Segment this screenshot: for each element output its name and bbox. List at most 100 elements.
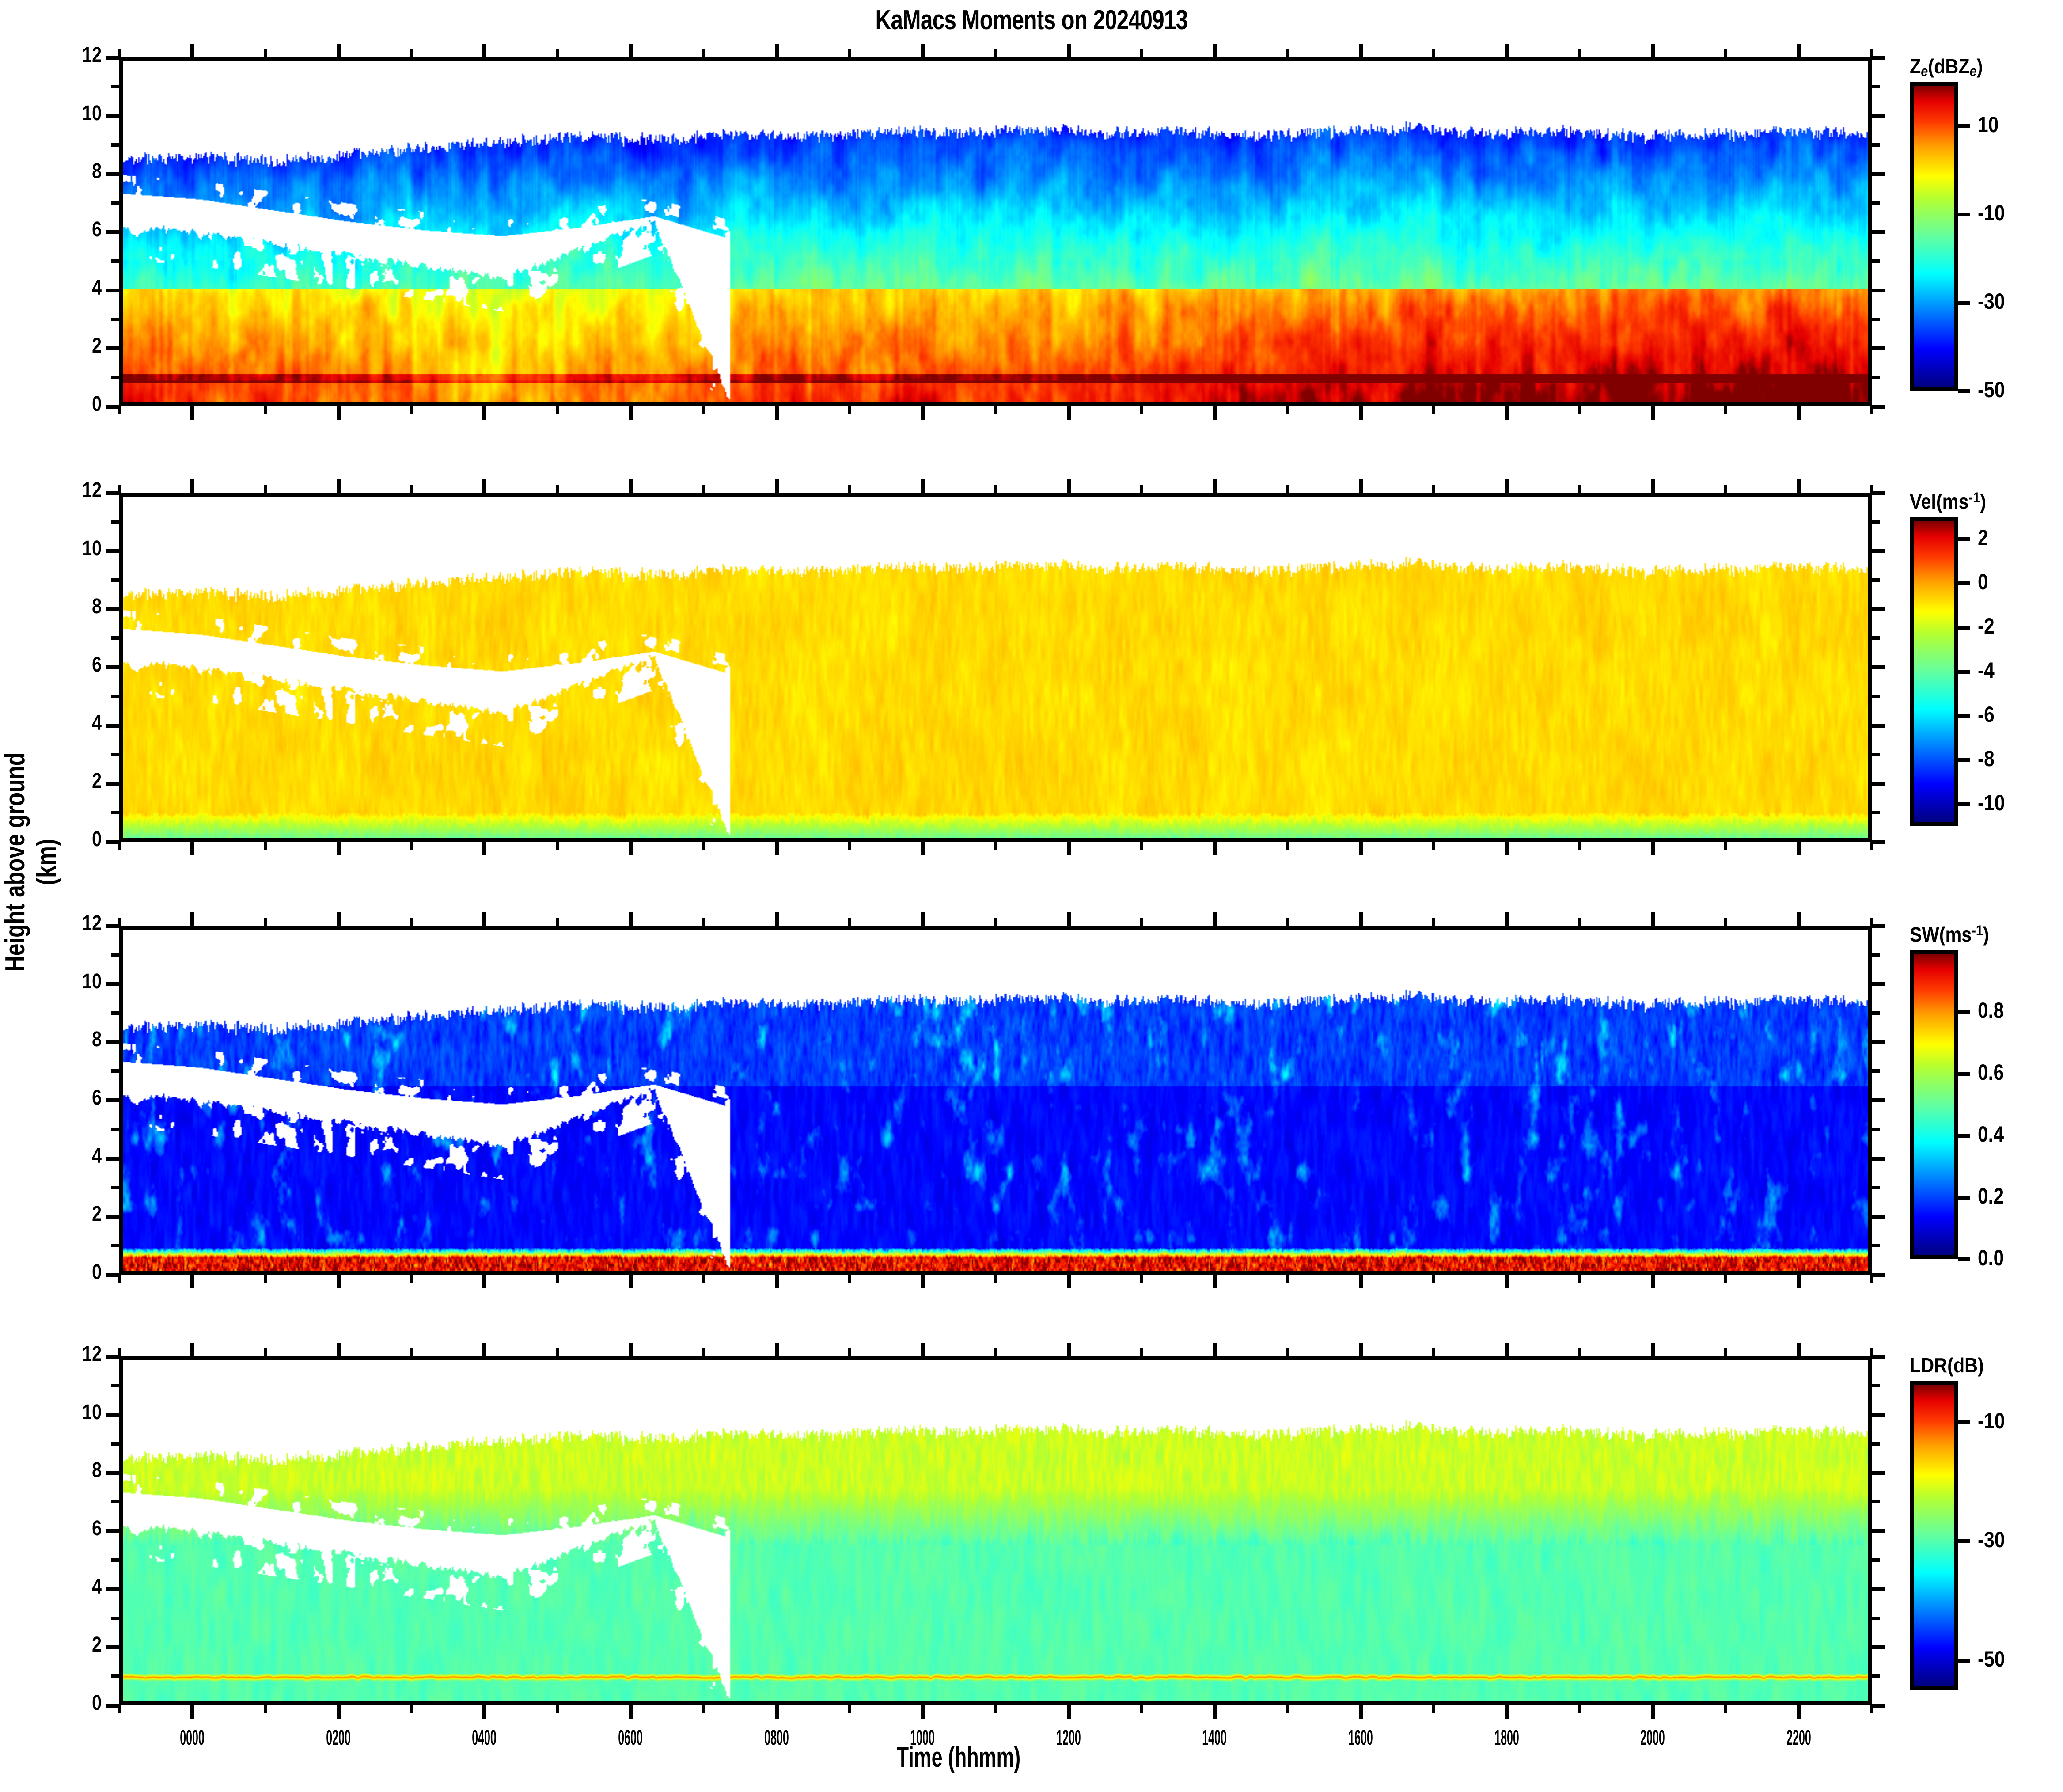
x-tick-minor-top [702,49,705,57]
ze-colorbar [1910,82,1958,391]
x-tick-minor [555,1275,559,1283]
y-tick-minor [111,1127,119,1131]
x-tick-major-top [1213,1343,1217,1356]
x-tick-major-top [629,44,633,57]
colorbar-tick [1958,670,1970,674]
x-tick-minor-top [994,485,997,493]
sw-heatmap [123,930,1868,1271]
x-tick-label: 1200 [1056,1726,1081,1750]
x-tick-major-top [1213,44,1217,57]
y-tick-minor-right [1872,201,1880,205]
x-tick-minor [1286,1275,1289,1283]
y-tick-minor [111,1185,119,1189]
x-tick-minor-top [1140,918,1144,926]
x-tick-minor-top [1724,485,1728,493]
y-tick-major-right [1872,1215,1885,1219]
x-tick-label: 1800 [1494,1726,1519,1750]
y-tick-major [106,607,119,611]
x-tick-minor-top [1432,485,1436,493]
x-tick-major [482,1275,487,1288]
vel-colorbar [1910,517,1958,826]
colorbar-gradient [1914,521,1954,822]
y-tick-label: 12 [82,478,102,502]
y-tick-major-right [1872,56,1885,60]
x-tick-major [1505,1275,1509,1288]
x-tick-label: 0800 [764,1726,789,1750]
y-tick-major [106,723,119,728]
x-tick-minor [994,406,997,414]
x-tick-minor [702,406,705,414]
x-tick-major [774,1705,779,1719]
x-tick-label: 0600 [618,1726,643,1750]
colorbar-tick-label: -8 [1978,746,1995,771]
y-tick-minor [111,1069,119,1073]
x-tick-major [629,406,633,420]
y-tick-label: 12 [82,911,102,935]
y-tick-minor-right [1872,1674,1880,1678]
x-tick-major-top [336,912,341,926]
x-tick-minor [847,842,851,850]
y-tick-minor-right [1872,1244,1880,1248]
colorbar-tick [1958,213,1970,216]
y-tick-minor [111,1616,119,1620]
y-tick-label: 6 [92,218,102,241]
colorbar-tick [1958,537,1970,541]
y-tick-major-right [1872,172,1885,176]
x-tick-major [190,842,195,855]
x-tick-minor-top [1724,1348,1728,1356]
y-tick-major [106,1273,119,1277]
x-tick-minor-top [555,49,559,57]
x-tick-major-top [1213,479,1217,493]
colorbar-tick-label: -10 [1978,1409,2005,1434]
x-tick-minor-top [702,1348,705,1356]
x-tick-major-top [1505,1343,1509,1356]
x-tick-major [629,1705,633,1719]
y-tick-minor [111,259,119,263]
colorbar-tick [1958,1658,1970,1663]
y-tick-major-right [1872,607,1885,611]
page-title: KaMacs Moments on 20240913 [875,5,1188,35]
x-tick-minor [847,1275,851,1283]
y-tick-minor [111,143,119,147]
x-tick-major-top [1505,912,1509,926]
x-tick-major-top [1797,1343,1801,1356]
x-tick-minor-top [263,485,267,493]
y-tick-minor-right [1872,636,1880,640]
x-tick-minor [1286,406,1289,414]
x-tick-major [482,406,487,420]
y-tick-major-right [1872,1645,1885,1650]
y-tick-label: 6 [92,653,102,676]
x-tick-minor [410,1705,413,1713]
y-tick-minor-right [1872,1616,1880,1620]
y-tick-minor-right [1872,1185,1880,1189]
y-tick-label: 4 [92,1575,102,1598]
x-tick-minor [1578,406,1581,414]
x-tick-minor-top [555,918,559,926]
colorbar-gradient [1914,1385,1954,1686]
x-tick-major-top [1651,44,1655,57]
x-tick-major-top [1066,479,1071,493]
x-tick-minor [555,1705,559,1713]
x-tick-major [1797,842,1801,855]
y-tick-major-right [1872,723,1885,728]
y-tick-minor-right [1872,520,1880,524]
x-tick-minor-top [1870,1348,1873,1356]
y-tick-major [106,665,119,669]
y-tick-minor [111,636,119,640]
x-tick-minor-top [555,485,559,493]
x-tick-minor [263,406,267,414]
x-tick-minor-top [555,1348,559,1356]
y-tick-label: 8 [92,159,102,183]
y-tick-label: 4 [92,711,102,735]
colorbar-tick [1958,301,1970,305]
x-tick-major-top [190,1343,195,1356]
colorbar-gradient [1914,954,1954,1255]
y-tick-minor-right [1872,1500,1880,1504]
x-tick-minor [994,842,997,850]
x-tick-major-top [336,479,341,493]
x-tick-major-top [1358,912,1363,926]
colorbar-tick [1958,758,1970,762]
x-tick-major [190,1705,195,1719]
y-tick-label: 12 [82,43,102,67]
